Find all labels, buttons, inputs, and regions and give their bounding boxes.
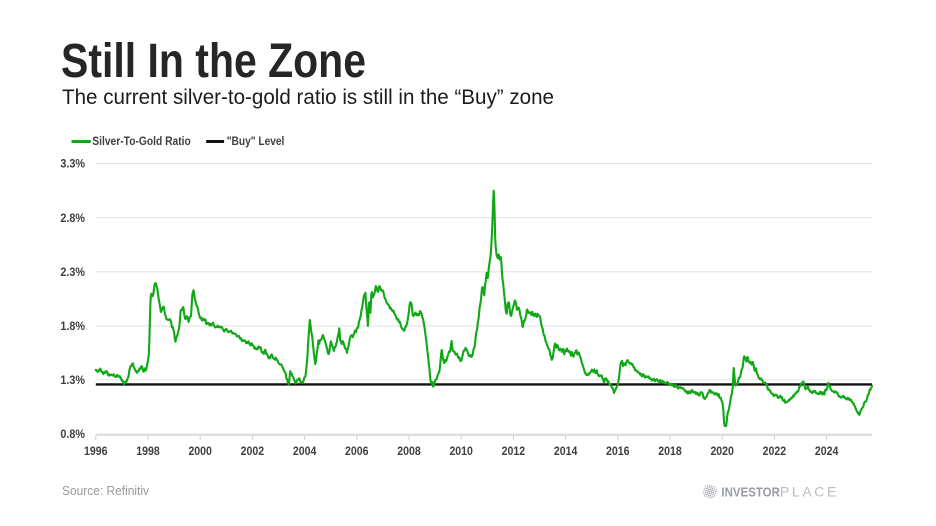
svg-text:2012: 2012 [502,446,526,458]
svg-text:2008: 2008 [397,446,421,458]
svg-text:Still In the Zone: Still In the Zone [61,35,366,88]
svg-text:Silver-To-Gold Ratio: Silver-To-Gold Ratio [92,134,191,148]
svg-text:Source: Refinitiv: Source: Refinitiv [62,484,150,498]
svg-text:1.8%: 1.8% [60,321,85,333]
svg-text:PLACE: PLACE [780,484,837,500]
svg-text:2002: 2002 [241,446,265,458]
svg-text:2000: 2000 [188,446,212,458]
svg-text:2006: 2006 [345,446,369,458]
svg-text:2016: 2016 [606,446,630,458]
svg-text:1998: 1998 [136,446,160,458]
svg-text:2010: 2010 [449,446,473,458]
svg-text:0.8%: 0.8% [60,429,85,441]
svg-text:2004: 2004 [293,446,317,458]
svg-text:3.3%: 3.3% [60,159,85,171]
svg-text:2022: 2022 [763,446,787,458]
svg-text:2.8%: 2.8% [60,213,85,225]
svg-text:1.3%: 1.3% [60,375,85,387]
svg-text:1996: 1996 [84,446,108,458]
svg-text:2018: 2018 [658,446,682,458]
svg-text:2.3%: 2.3% [60,267,85,279]
svg-text:2014: 2014 [554,446,578,458]
svg-text:The current silver-to-gold rat: The current silver-to-gold ratio is stil… [62,86,554,109]
svg-text:2024: 2024 [815,446,839,458]
svg-text:"Buy" Level: "Buy" Level [227,134,285,148]
svg-text:INVESTOR: INVESTOR [721,485,780,500]
svg-text:2020: 2020 [710,446,734,458]
